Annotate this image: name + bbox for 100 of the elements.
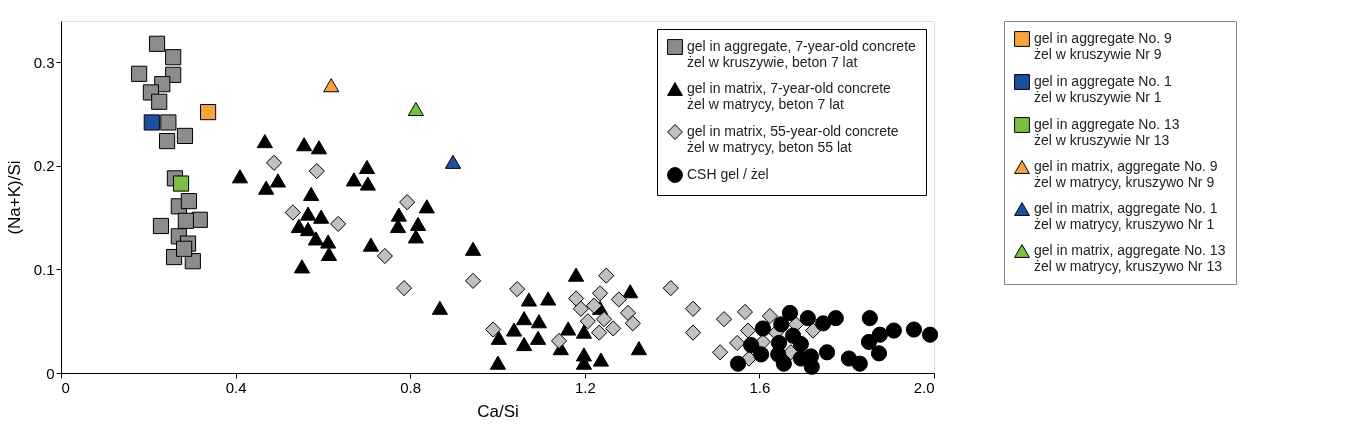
- point: [905, 321, 922, 338]
- point: [313, 209, 330, 224]
- point: [200, 104, 217, 121]
- point: [293, 259, 311, 274]
- point: [296, 137, 313, 152]
- y-axis-title: (Na+K)/Si: [4, 160, 24, 235]
- point: [530, 314, 548, 329]
- point: [489, 355, 507, 370]
- point: [516, 336, 533, 352]
- x-tick-label: 1.2: [574, 378, 596, 396]
- point: [345, 172, 362, 187]
- point: [396, 280, 413, 297]
- point: [792, 335, 809, 353]
- y-tick-label: 0: [46, 364, 55, 382]
- point: [885, 322, 902, 339]
- point: [662, 280, 679, 297]
- point: [180, 193, 197, 210]
- point: [550, 332, 568, 349]
- point: [310, 140, 328, 155]
- legend-label: gel in aggregate No. 13 żel w kruszywie Nr 13: [1034, 116, 1180, 148]
- point: [165, 49, 182, 66]
- point: [540, 291, 557, 306]
- point: [307, 231, 324, 246]
- point: [172, 175, 190, 192]
- point: [870, 345, 888, 362]
- point: [485, 321, 502, 338]
- point: [567, 267, 585, 282]
- x-tick-label: 0: [61, 378, 70, 396]
- point: [684, 324, 702, 341]
- point: [818, 344, 836, 361]
- point: [303, 186, 320, 201]
- point: [861, 310, 878, 327]
- point: [158, 133, 176, 150]
- point: [407, 101, 424, 117]
- point: [619, 304, 637, 322]
- point: [579, 313, 596, 330]
- point: [418, 199, 435, 214]
- point: [591, 324, 608, 341]
- point: [851, 355, 868, 372]
- point: [729, 334, 746, 352]
- point: [323, 78, 340, 93]
- point: [567, 290, 585, 307]
- point: [490, 330, 507, 345]
- legend-label: gel in matrix, 7-year-old concrete żel w matrycy, beton 7 lat: [687, 80, 892, 112]
- point: [160, 114, 177, 131]
- point: [753, 346, 770, 363]
- point: [258, 180, 275, 195]
- point: [299, 206, 317, 221]
- y-tick-label: 0.1: [33, 260, 55, 278]
- point: [506, 322, 523, 337]
- point: [284, 204, 301, 221]
- point: [575, 324, 593, 339]
- point: [516, 311, 533, 326]
- point: [269, 173, 287, 188]
- point: [464, 272, 482, 289]
- point: [330, 215, 347, 232]
- legend-label: gel in aggregate No. 9 żel w kruszywie Nr 9: [1034, 30, 1172, 62]
- point: [799, 310, 816, 327]
- point: [605, 320, 622, 337]
- point: [598, 267, 615, 284]
- point: [409, 216, 427, 231]
- point: [572, 300, 589, 317]
- point: [739, 322, 757, 339]
- point: [754, 320, 771, 337]
- point: [729, 355, 747, 372]
- point: [444, 154, 462, 169]
- point: [143, 114, 160, 131]
- point: [622, 284, 639, 299]
- point: [591, 285, 609, 302]
- point: [131, 65, 148, 82]
- point: [560, 321, 577, 336]
- point: [921, 326, 939, 343]
- point: [592, 352, 610, 367]
- point: [362, 237, 379, 252]
- point: [320, 246, 338, 262]
- point: [630, 341, 648, 356]
- point: [320, 234, 337, 249]
- point: [775, 355, 792, 372]
- point: [712, 344, 729, 361]
- point: [684, 300, 702, 317]
- legend-label: gel in matrix, 55-year-old concrete żel w matrycy, beton 55 lat: [687, 123, 899, 155]
- point: [358, 159, 376, 175]
- point: [715, 311, 733, 328]
- point: [376, 247, 393, 265]
- point: [256, 134, 273, 149]
- point: [860, 333, 878, 351]
- point: [624, 315, 641, 332]
- point: [148, 35, 166, 52]
- x-tick-label: 2.0: [913, 378, 935, 396]
- point: [743, 336, 760, 354]
- x-tick-label: 1.6: [749, 378, 771, 396]
- x-tick-label: 0.4: [225, 378, 247, 396]
- point: [176, 240, 193, 257]
- point: [815, 315, 832, 332]
- point: [176, 127, 194, 144]
- point: [761, 307, 778, 325]
- point: [177, 212, 194, 229]
- y-tick-label: 0.3: [33, 53, 55, 71]
- point: [736, 303, 754, 320]
- point: [464, 241, 482, 256]
